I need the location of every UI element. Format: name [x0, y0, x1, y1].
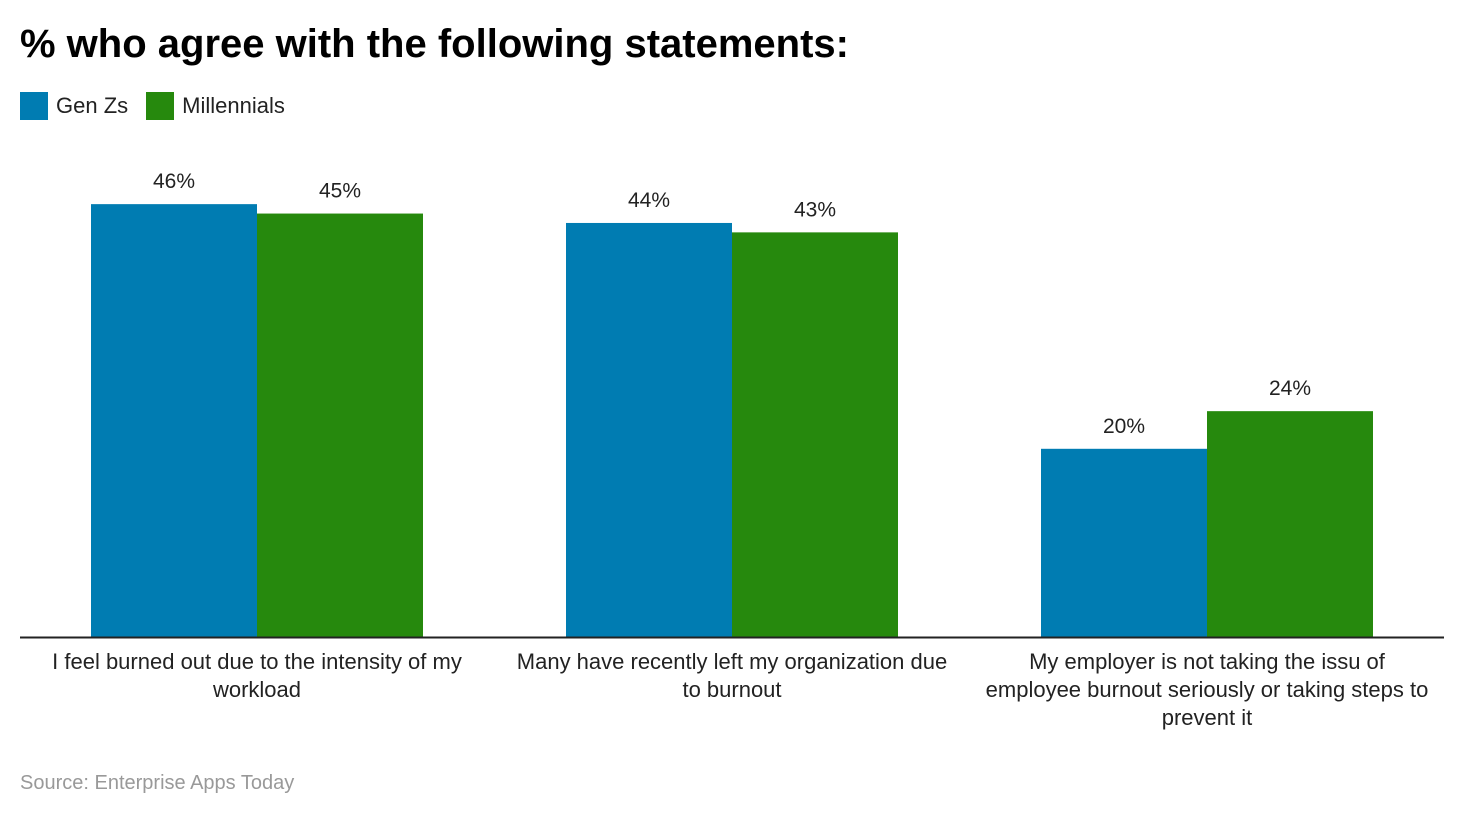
legend-swatch: [146, 92, 175, 120]
data-label: 24%: [1269, 377, 1311, 400]
data-label: 20%: [1103, 415, 1145, 438]
legend-label: Millennials: [182, 93, 285, 118]
bar-gen-zs: [1041, 448, 1207, 637]
legend-item-millennials: Millennials: [146, 92, 285, 120]
bar-millennials: [1207, 411, 1373, 637]
category-label: Many have recently left my organization …: [516, 649, 948, 702]
legend-swatch: [20, 92, 48, 120]
category-label: My employer is not taking the issu of em…: [985, 649, 1429, 730]
bar-gen-zs: [91, 204, 257, 637]
legend-item-gen-zs: Gen Zs: [20, 92, 128, 120]
data-label: 44%: [628, 189, 670, 212]
chart-title: % who agree with the following statement…: [20, 22, 849, 66]
data-label: 43%: [794, 198, 836, 221]
bar-gen-zs: [566, 222, 732, 637]
data-label: 45%: [319, 180, 361, 203]
data-label: 46%: [153, 170, 195, 193]
bar-millennials: [257, 213, 423, 638]
source-note: Source: Enterprise Apps Today: [20, 772, 295, 794]
legend-label: Gen Zs: [56, 93, 129, 118]
category-label: I feel burned out due to the intensity o…: [52, 649, 462, 702]
legend: Gen Zs Millennials: [20, 92, 303, 120]
bar-millennials: [732, 232, 898, 637]
